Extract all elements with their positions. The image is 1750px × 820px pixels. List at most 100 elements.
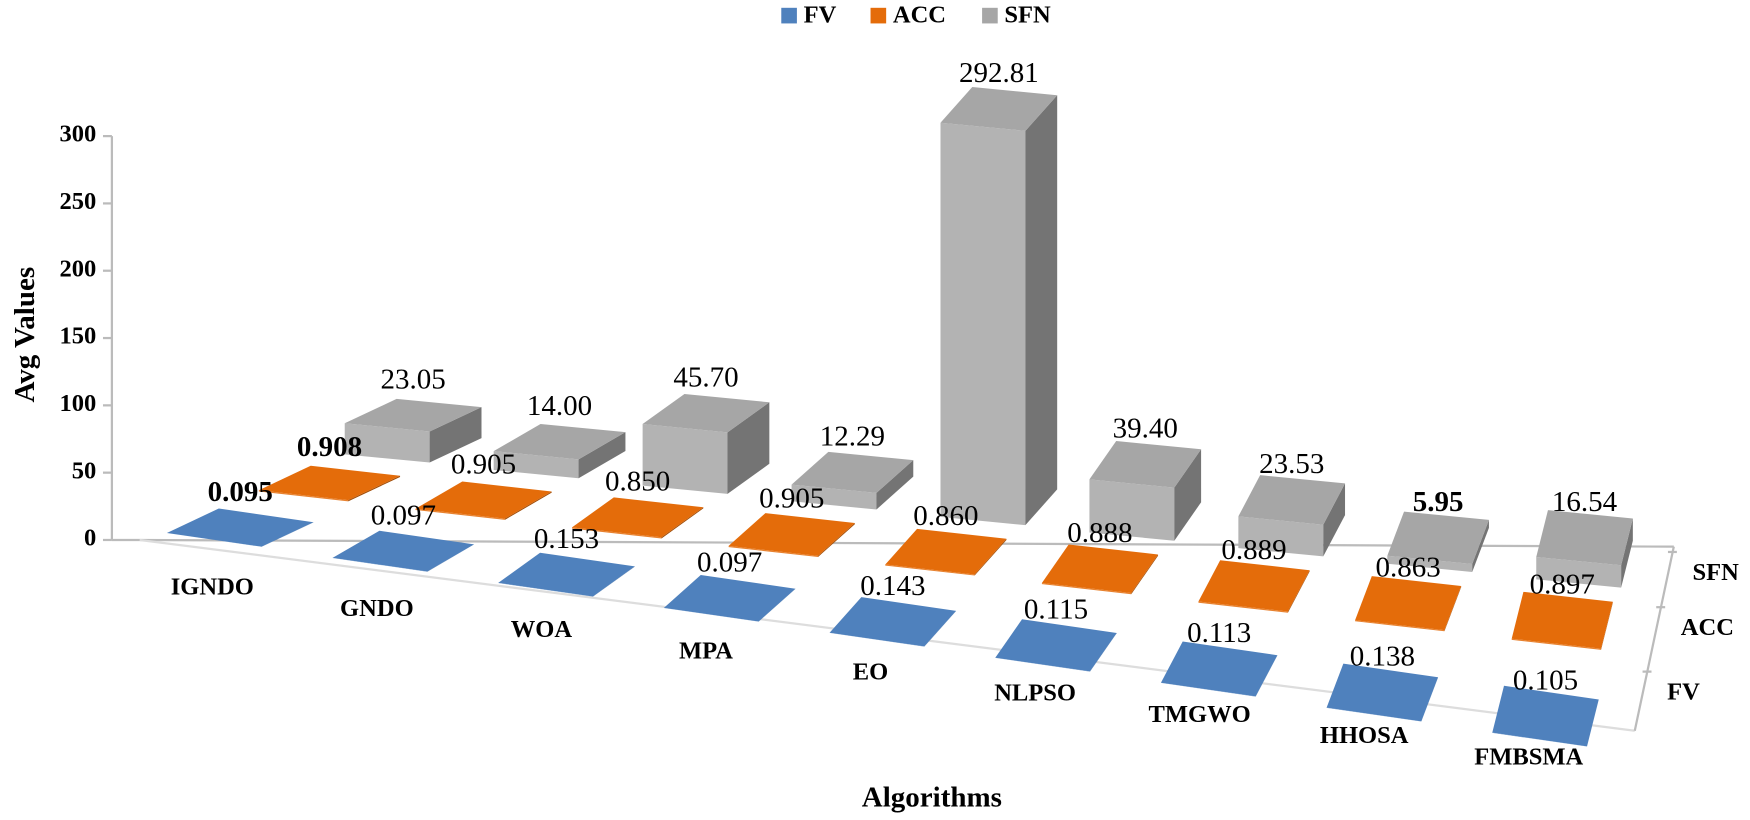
bar-side xyxy=(1323,483,1346,557)
bar-top xyxy=(663,575,796,622)
bar xyxy=(1160,641,1278,697)
bar xyxy=(166,508,314,547)
bar xyxy=(663,575,796,622)
bar-front xyxy=(344,423,430,463)
bar-front xyxy=(493,451,579,479)
bar-front xyxy=(1492,732,1588,747)
x-tick-label: MPA xyxy=(679,637,733,664)
bar-side xyxy=(974,538,1007,576)
bar-top xyxy=(498,552,635,597)
bar-top xyxy=(1511,591,1613,649)
bar-front xyxy=(166,532,262,547)
bar-side xyxy=(1089,633,1117,672)
x-tick-label: WOA xyxy=(511,616,573,643)
bar-side xyxy=(427,544,475,572)
bar-top xyxy=(1536,510,1633,566)
value-label: 45.70 xyxy=(673,361,738,393)
bar xyxy=(642,394,770,494)
bar xyxy=(829,597,957,647)
y-tick-label: 300 xyxy=(59,121,96,148)
legend-label: ACC xyxy=(893,1,946,28)
y-tick-label: 100 xyxy=(59,390,96,417)
bar-front xyxy=(642,424,728,494)
bar-side xyxy=(817,523,855,558)
bar-side xyxy=(727,402,770,494)
bar-front xyxy=(1041,583,1132,595)
x-tick-label: EO xyxy=(853,658,888,685)
bar xyxy=(1041,544,1159,595)
bar-front xyxy=(663,607,759,622)
bar-top xyxy=(728,513,855,556)
y-tick-label: 150 xyxy=(59,323,96,350)
bar-side xyxy=(1621,518,1633,588)
x-tick-label: NLPSO xyxy=(994,680,1076,707)
depth-label: ACC xyxy=(1681,614,1734,641)
legend-swatch xyxy=(870,7,887,24)
y-tick-label: 200 xyxy=(59,255,96,282)
bar xyxy=(344,398,482,463)
bar-top xyxy=(1238,475,1346,525)
bar-front xyxy=(1160,682,1256,697)
bar-side xyxy=(1587,699,1599,747)
bar-front xyxy=(1536,557,1622,588)
bar xyxy=(1492,685,1599,747)
bar-front xyxy=(1387,555,1473,572)
legend-label: SFN xyxy=(1004,1,1051,28)
y-tick-label: 50 xyxy=(72,457,97,484)
bar xyxy=(415,481,552,520)
value-label: 0.097 xyxy=(371,499,436,531)
x-tick-label: FMBSMA xyxy=(1474,743,1583,770)
bar-front xyxy=(1355,620,1445,632)
value-label: 0.153 xyxy=(534,523,599,555)
bar-front xyxy=(1511,638,1602,650)
bar xyxy=(1511,591,1613,650)
bar xyxy=(332,530,475,572)
bar-front xyxy=(791,484,877,510)
legend-swatch xyxy=(982,7,998,24)
bar-top xyxy=(1089,441,1202,488)
bar-top xyxy=(332,530,475,572)
bar-top xyxy=(166,508,314,547)
bar-top xyxy=(1041,544,1159,593)
bar-side xyxy=(261,522,314,547)
value-label: 0.115 xyxy=(1024,594,1088,626)
bar-side xyxy=(1444,586,1462,632)
bar-side xyxy=(1131,554,1159,595)
bar xyxy=(493,423,626,479)
bar-side xyxy=(1421,677,1439,722)
bar-front xyxy=(258,490,349,502)
value-label: 0.095 xyxy=(208,476,273,508)
bar xyxy=(1089,441,1202,541)
bar-top xyxy=(1198,560,1310,612)
x-tick-label: GNDO xyxy=(340,595,414,622)
bar-front xyxy=(415,508,505,520)
bar-front xyxy=(332,557,428,572)
bar-side xyxy=(758,588,796,622)
value-label: 0.905 xyxy=(759,483,824,515)
value-label: 23.53 xyxy=(1259,448,1324,480)
bar-side xyxy=(876,460,914,510)
bar-side xyxy=(1287,570,1310,613)
bar-front xyxy=(885,564,975,576)
bar xyxy=(571,497,704,539)
value-label: 0.850 xyxy=(605,466,670,498)
y-tick-label: 0 xyxy=(84,525,96,552)
value-label: 0.905 xyxy=(451,448,516,480)
x-tick-label: HHOSA xyxy=(1320,722,1409,749)
bar xyxy=(1355,576,1462,632)
bar-top xyxy=(995,619,1117,672)
bar-top xyxy=(1387,511,1489,564)
bar-top xyxy=(1326,663,1439,722)
value-label: 0.097 xyxy=(697,546,762,578)
bar-front xyxy=(1238,516,1324,557)
bar-side xyxy=(1601,601,1613,650)
value-label: 5.95 xyxy=(1413,486,1464,518)
bar-top xyxy=(1492,685,1599,747)
bar-side xyxy=(1255,655,1278,697)
depth-label: SFN xyxy=(1692,559,1739,586)
bar xyxy=(258,465,401,502)
bar-front xyxy=(728,545,818,558)
value-label: 14.00 xyxy=(527,390,592,422)
value-label: 0.105 xyxy=(1513,664,1578,696)
